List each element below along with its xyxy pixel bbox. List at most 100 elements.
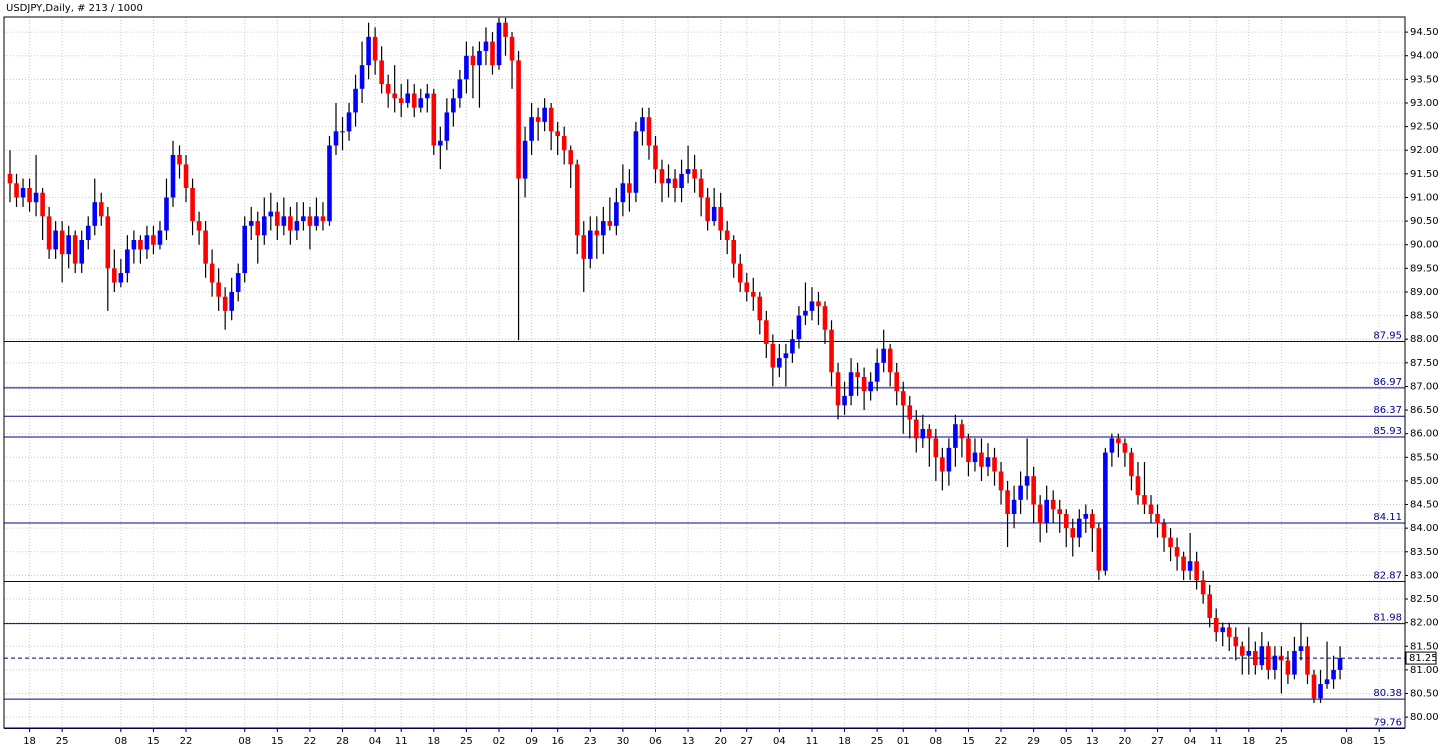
candle-body <box>887 348 893 373</box>
candle-body <box>927 428 932 439</box>
x-tick-label: 08 <box>1340 736 1353 747</box>
candle-body <box>294 221 300 231</box>
candle-body <box>131 239 137 250</box>
candle-body <box>1155 513 1160 524</box>
candle-body <box>1161 523 1167 538</box>
candle-body <box>777 358 782 368</box>
candle-body <box>314 216 319 226</box>
candle-body <box>1044 499 1049 524</box>
candle-body <box>411 93 417 108</box>
x-tick-label: 11 <box>395 736 408 747</box>
x-tick-label: 11 <box>806 736 819 747</box>
candle-body <box>1174 547 1180 557</box>
y-tick-label: 85.50 <box>1410 452 1439 463</box>
candle-body <box>1253 650 1258 666</box>
candle-body <box>542 107 547 122</box>
candle-body <box>653 145 658 170</box>
candle-body <box>118 273 124 283</box>
y-tick-label: 90.50 <box>1410 216 1439 227</box>
candle-body <box>920 428 926 439</box>
candle-body <box>529 117 534 141</box>
candle-body <box>431 93 437 146</box>
level-label: 85.93 <box>1373 426 1402 437</box>
candle-body <box>92 202 98 226</box>
candle-body <box>248 221 254 226</box>
candle-body <box>418 98 424 108</box>
x-tick-label: 09 <box>525 736 538 747</box>
x-tick-label: 29 <box>1027 736 1040 747</box>
candle-body <box>640 117 645 132</box>
candle-body <box>822 306 828 330</box>
candle-body <box>340 131 345 133</box>
candle-body <box>1220 627 1226 633</box>
candle-body <box>1109 438 1115 453</box>
candle-body <box>46 216 52 250</box>
candle-body <box>385 84 391 94</box>
x-tick-label: 05 <box>1060 736 1073 747</box>
candle-body <box>979 452 984 467</box>
candle-body <box>881 348 886 363</box>
candle-body <box>170 154 176 198</box>
candle-body <box>1096 528 1102 571</box>
candle-body <box>1011 499 1017 514</box>
y-tick-label: 83.00 <box>1410 570 1439 581</box>
candle-body <box>346 112 352 132</box>
candle-body <box>1331 669 1336 680</box>
candle-body <box>1148 504 1154 514</box>
candle-body <box>1246 650 1252 656</box>
candle-body <box>1050 499 1056 510</box>
candle-body <box>125 249 130 274</box>
level-label: 80.38 <box>1373 688 1402 699</box>
candle-body <box>151 235 156 245</box>
candle-body <box>1103 452 1108 571</box>
candle-body <box>764 320 769 344</box>
candle-body <box>861 376 867 392</box>
candle-body <box>53 230 58 250</box>
candle-body <box>1142 495 1147 505</box>
candle-body <box>835 372 841 406</box>
candle-body <box>718 206 723 231</box>
candle-body <box>275 211 280 226</box>
candle-body <box>144 235 150 250</box>
candle-body <box>7 173 13 184</box>
y-tick-label: 88.00 <box>1410 334 1439 345</box>
candle-body <box>483 41 489 52</box>
candle-body <box>444 112 450 141</box>
x-tick-label: 18 <box>838 736 851 747</box>
candle-body <box>555 131 560 137</box>
candle-body <box>451 98 456 113</box>
x-tick-label: 28 <box>336 736 349 747</box>
x-tick-label: 13 <box>682 736 695 747</box>
candle-body <box>633 131 639 193</box>
candle-body <box>229 291 234 311</box>
y-tick-label: 93.00 <box>1410 98 1439 109</box>
level-label: 87.95 <box>1373 331 1402 342</box>
candle-body <box>816 301 821 307</box>
candle-body <box>268 211 274 217</box>
candle-body <box>157 230 163 245</box>
candle-body <box>848 372 854 396</box>
candle-body <box>1063 513 1069 529</box>
x-tick-label: 18 <box>1242 736 1255 747</box>
candle-body <box>1057 509 1063 514</box>
candle-body <box>705 197 710 222</box>
candle-body <box>548 107 554 132</box>
candle-body <box>737 263 743 283</box>
candle-body <box>209 263 215 283</box>
y-tick-label: 94.00 <box>1410 51 1439 62</box>
candle-body <box>783 353 789 359</box>
candle-body <box>1070 528 1076 538</box>
plot-frame <box>3 16 1406 729</box>
candle-body <box>372 36 378 61</box>
candle-body <box>301 216 306 222</box>
candle-body <box>438 140 443 146</box>
y-tick-label: 88.50 <box>1410 311 1439 322</box>
candle-body <box>992 457 997 472</box>
candle-body <box>1076 518 1082 538</box>
candle-body <box>307 216 313 226</box>
candle-body <box>398 98 404 103</box>
candle-body <box>79 239 85 264</box>
y-tick-label: 89.00 <box>1410 287 1439 298</box>
y-tick-label: 84.00 <box>1410 523 1439 534</box>
level-label: 86.37 <box>1373 405 1402 416</box>
